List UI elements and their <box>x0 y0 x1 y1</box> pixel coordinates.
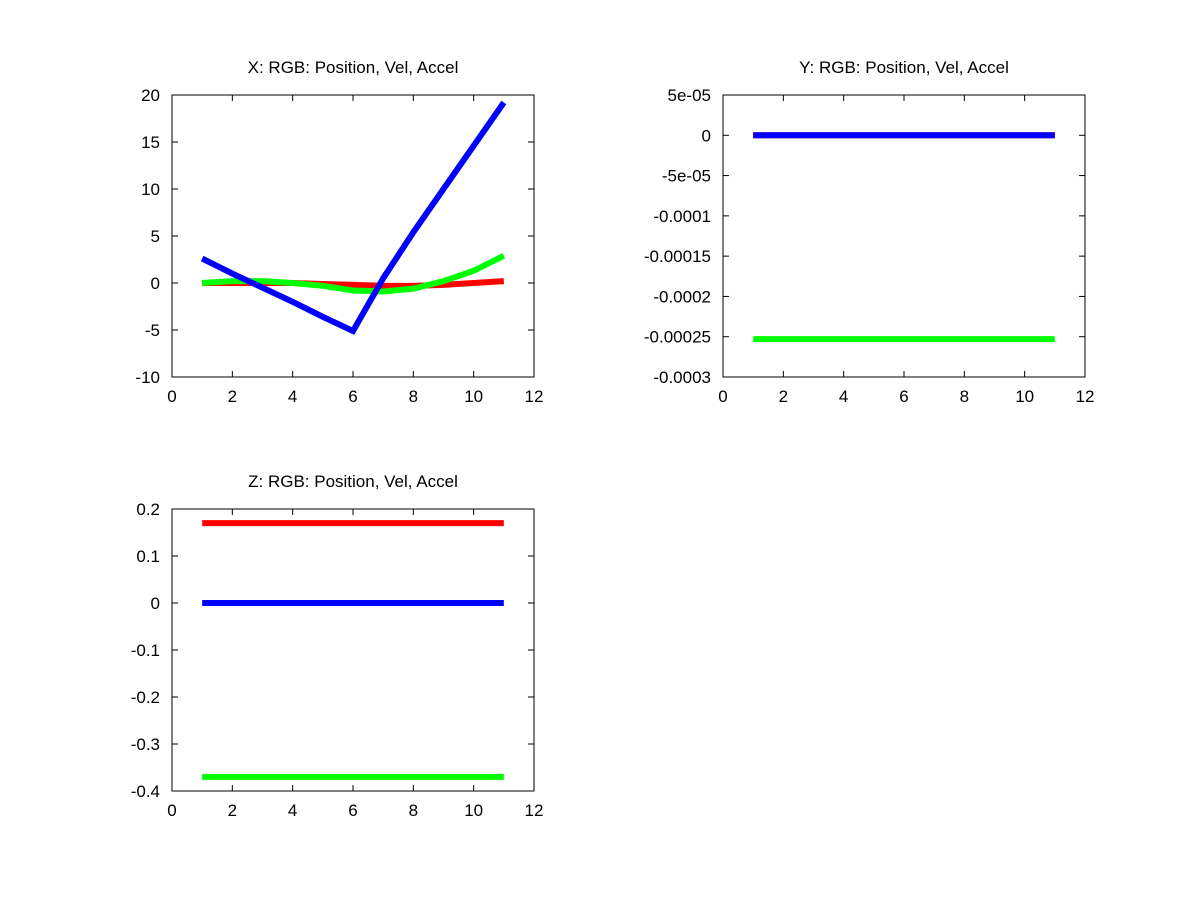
subplot-y-y-tick-label: 5e-05 <box>668 86 711 105</box>
subplot-x-y-tick-label: 10 <box>141 180 160 199</box>
subplot-z-series <box>202 520 504 780</box>
subplot-z: Z: RGB: Position, Vel, Accel 0 2 4 6 8 10 12 -… <box>131 472 544 820</box>
subplot-z-y-tick-label: -0.3 <box>131 735 160 754</box>
subplot-x-y-tick-label: 5 <box>151 227 160 246</box>
subplot-y-x-tick-label: 12 <box>1076 387 1095 406</box>
subplot-z-title: Z: RGB: Position, Vel, Accel <box>248 472 458 491</box>
subplot-x-y-ticks: -10 -5 0 5 10 15 20 <box>135 86 534 387</box>
subplot-x-x-tick-label: 8 <box>409 387 418 406</box>
subplot-x-x-tick-label: 12 <box>525 387 544 406</box>
subplot-x-y-tick-label: 0 <box>151 274 160 293</box>
subplot-x-x-ticks: 0 2 4 6 8 10 12 <box>167 95 543 406</box>
subplot-y-y-tick-label: 0 <box>702 126 711 145</box>
subplot-y-y-tick-label: -0.0003 <box>653 368 711 387</box>
subplot-x-y-tick-label: -10 <box>135 368 160 387</box>
subplot-y-x-tick-label: 10 <box>1015 387 1034 406</box>
subplot-y-x-tick-label: 4 <box>839 387 848 406</box>
subplot-x-x-tick-label: 10 <box>464 387 483 406</box>
subplot-y-series <box>753 132 1055 343</box>
subplot-y-y-ticks: -0.0003 -0.00025 -0.0002 -0.00015 -0.0001 -5e… <box>644 86 1085 387</box>
subplot-z-y-tick-label: 0.1 <box>136 547 160 566</box>
subplot-y-x-tick-label: 0 <box>718 387 727 406</box>
subplot-x-x-tick-label: 0 <box>167 387 176 406</box>
subplot-z-y-tick-label: 0.2 <box>136 500 160 519</box>
subplot-y: Y: RGB: Position, Vel, Accel 0 2 4 6 8 10 12 -… <box>644 58 1095 406</box>
subplot-x-y-tick-label: 20 <box>141 86 160 105</box>
subplot-z-x-tick-label: 4 <box>288 801 297 820</box>
subplot-z-y-tick-label: -0.4 <box>131 782 160 801</box>
subplot-z-x-ticks: 0 2 4 6 8 10 12 <box>167 509 543 820</box>
subplot-y-x-tick-label: 2 <box>779 387 788 406</box>
subplot-z-y-ticks: -0.4 -0.3 -0.2 -0.1 0 0.1 0.2 <box>131 500 534 801</box>
subplot-x-blue-line <box>200 100 507 335</box>
subplot-y-y-tick-label: -5e-05 <box>662 167 711 186</box>
subplot-z-x-tick-label: 8 <box>409 801 418 820</box>
subplot-z-x-tick-label: 12 <box>525 801 544 820</box>
subplot-z-y-tick-label: -0.1 <box>131 641 160 660</box>
subplot-x-y-tick-label: -5 <box>145 321 160 340</box>
subplot-y-y-tick-label: -0.00015 <box>644 247 711 266</box>
subplot-y-y-tick-label: -0.0002 <box>653 287 711 306</box>
subplot-y-y-tick-label: -0.00025 <box>644 328 711 347</box>
subplot-z-x-tick-label: 6 <box>348 801 357 820</box>
subplot-x-x-tick-label: 2 <box>228 387 237 406</box>
subplot-y-title: Y: RGB: Position, Vel, Accel <box>799 58 1009 77</box>
subplot-x-y-tick-label: 15 <box>141 133 160 152</box>
subplot-z-y-tick-label: 0 <box>151 594 160 613</box>
subplot-y-x-tick-label: 6 <box>899 387 908 406</box>
subplot-z-x-tick-label: 10 <box>464 801 483 820</box>
subplot-y-y-tick-label: -0.0001 <box>653 207 711 226</box>
subplot-x-x-tick-label: 6 <box>348 387 357 406</box>
subplot-y-x-ticks: 0 2 4 6 8 10 12 <box>718 95 1094 406</box>
subplot-x-title: X: RGB: Position, Vel, Accel <box>248 58 459 77</box>
subplot-x-x-tick-label: 4 <box>288 387 297 406</box>
subplot-z-x-tick-label: 2 <box>228 801 237 820</box>
subplot-z-y-tick-label: -0.2 <box>131 688 160 707</box>
subplot-z-x-tick-label: 0 <box>167 801 176 820</box>
subplot-x-series <box>200 100 507 335</box>
subplot-y-x-tick-label: 8 <box>960 387 969 406</box>
subplot-x: X: RGB: Position, Vel, Accel 0 2 4 6 8 10 12 -… <box>135 58 543 406</box>
